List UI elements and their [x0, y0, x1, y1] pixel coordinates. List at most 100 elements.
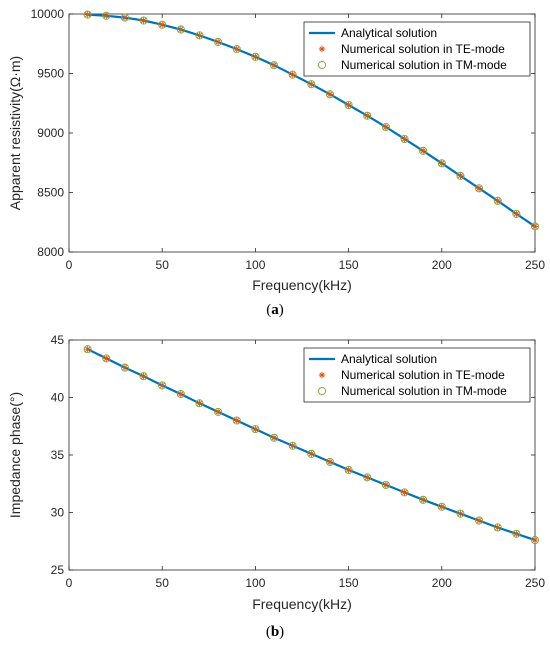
point-te: [140, 373, 147, 380]
point-te: [401, 135, 408, 143]
x-tick-label: 100: [245, 258, 265, 272]
x-tick-label: 200: [432, 258, 452, 272]
point-tm: [512, 209, 521, 218]
point-tm: [176, 390, 185, 399]
legend-entry-label: Numerical solution in TE-mode: [341, 368, 505, 382]
point-tm: [232, 416, 241, 425]
point-te: [308, 450, 315, 458]
point-tm: [381, 123, 390, 132]
point-te: [196, 32, 203, 39]
point-tm: [83, 345, 92, 354]
x-tick-label: 50: [156, 258, 170, 272]
point-tm: [158, 381, 167, 390]
point-te: [103, 12, 110, 19]
legend-marker-tm: [317, 386, 327, 396]
point-tm: [102, 11, 111, 20]
point-tm: [288, 70, 297, 79]
y-tick-label: 9000: [37, 126, 64, 140]
point-te: [419, 147, 427, 155]
point-tm: [437, 502, 446, 511]
point-tm: [195, 399, 204, 408]
point-tm: [214, 37, 223, 47]
point-te: [289, 442, 296, 449]
x-tick-label: 100: [245, 576, 265, 590]
point-tm: [381, 480, 390, 489]
point-tm: [102, 354, 111, 363]
point-te: [494, 524, 501, 531]
point-tm: [530, 536, 540, 545]
point-te: [140, 17, 147, 24]
legend: Analytical solution Numerical solution in…: [303, 347, 531, 403]
point-tm: [456, 171, 465, 180]
point-te: [345, 101, 352, 109]
chart-apparent-resistivity: 0 50 100 150 200 250 8000 8500 9000 9500 10000 Freq…: [7, 7, 545, 293]
legend-entry-label: Numerical solution in TM-mode: [341, 384, 507, 398]
y-tick-label: 25: [51, 563, 65, 577]
x-axis-label: Frequency(kHz): [252, 596, 352, 612]
point-tm: [120, 13, 129, 22]
legend-box: [303, 21, 531, 77]
point-tm: [139, 372, 148, 381]
x-tick-label: 50: [156, 576, 170, 590]
x-tick-label: 250: [525, 258, 545, 272]
point-te: [475, 185, 483, 192]
x-tick-label: 200: [432, 576, 452, 590]
y-tick-label: 35: [51, 448, 65, 462]
point-tm: [456, 509, 465, 518]
point-te: [214, 38, 222, 46]
point-tm: [158, 20, 167, 29]
point-te: [121, 14, 129, 21]
point-te: [196, 400, 203, 407]
point-tm: [419, 495, 428, 504]
point-tm: [232, 45, 241, 54]
point-te: [382, 481, 390, 489]
point-te: [233, 417, 240, 424]
point-te: [382, 123, 390, 131]
x-tick-label: 0: [66, 576, 73, 590]
point-tm: [307, 449, 316, 458]
point-te: [531, 536, 539, 544]
point-te: [270, 61, 278, 69]
point-tm: [214, 407, 223, 416]
point-te: [177, 390, 185, 398]
point-tm: [400, 134, 409, 143]
point-tm: [512, 529, 521, 538]
point-te: [233, 45, 240, 53]
point-te: [401, 489, 408, 496]
y-tick-label: 9500: [37, 67, 64, 81]
y-tick-label: 10000: [31, 7, 65, 21]
point-te: [419, 496, 427, 504]
point-tm: [344, 465, 353, 474]
point-tm: [269, 433, 279, 442]
point-te: [308, 81, 315, 88]
point-tm: [400, 488, 409, 497]
legend: Analytical solution Numerical solution in…: [303, 21, 531, 77]
point-te: [345, 466, 352, 474]
legend-entry-label: Analytical solution: [341, 352, 437, 366]
point-te: [494, 197, 501, 205]
point-tm: [493, 196, 502, 205]
y-axis-label: Apparent resistivity(Ω·m): [7, 56, 23, 210]
point-te: [121, 364, 129, 371]
x-axis-label: Frequency(kHz): [252, 277, 352, 293]
point-tm: [363, 111, 372, 120]
point-tm: [269, 61, 279, 70]
point-tm: [195, 31, 204, 40]
point-tm: [344, 100, 353, 110]
point-te: [438, 160, 445, 167]
point-tm: [139, 16, 148, 25]
y-tick-label: 30: [51, 506, 65, 520]
point-te: [252, 53, 259, 61]
point-te: [103, 355, 110, 362]
point-tm: [251, 52, 260, 61]
y-tick-label: 45: [51, 333, 65, 347]
x-tick-label: 0: [66, 258, 73, 272]
chart-impedance-phase: 0 50 100 150 200 250 25 30 35 40 45 Frequency(kHz) I…: [7, 333, 545, 612]
point-tm: [176, 25, 185, 34]
point-tm: [475, 516, 484, 525]
point-te: [531, 223, 539, 230]
point-te: [84, 346, 91, 353]
legend-entry-label: Numerical solution in TE-mode: [341, 42, 505, 56]
point-tm: [419, 146, 428, 155]
point-te: [364, 112, 371, 119]
